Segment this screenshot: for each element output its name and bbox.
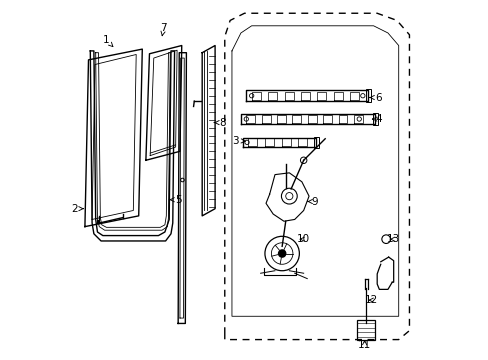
Bar [314, 136, 318, 148]
Text: 7: 7 [160, 23, 167, 36]
Text: 6: 6 [369, 93, 382, 103]
Text: 9: 9 [307, 197, 317, 207]
Text: 4: 4 [372, 114, 382, 124]
Text: 10: 10 [297, 234, 309, 244]
Text: 13: 13 [386, 234, 399, 244]
Text: 8: 8 [214, 118, 226, 128]
Bar [357, 320, 375, 339]
Text: 11: 11 [357, 340, 370, 350]
Text: 1: 1 [103, 35, 113, 47]
Circle shape [277, 249, 286, 258]
Bar [372, 113, 377, 126]
Bar [366, 89, 370, 102]
Bar [97, 220, 100, 224]
Text: 3: 3 [232, 136, 245, 145]
Text: 2: 2 [71, 204, 83, 214]
Text: 5: 5 [169, 195, 181, 205]
Text: 12: 12 [365, 295, 378, 305]
